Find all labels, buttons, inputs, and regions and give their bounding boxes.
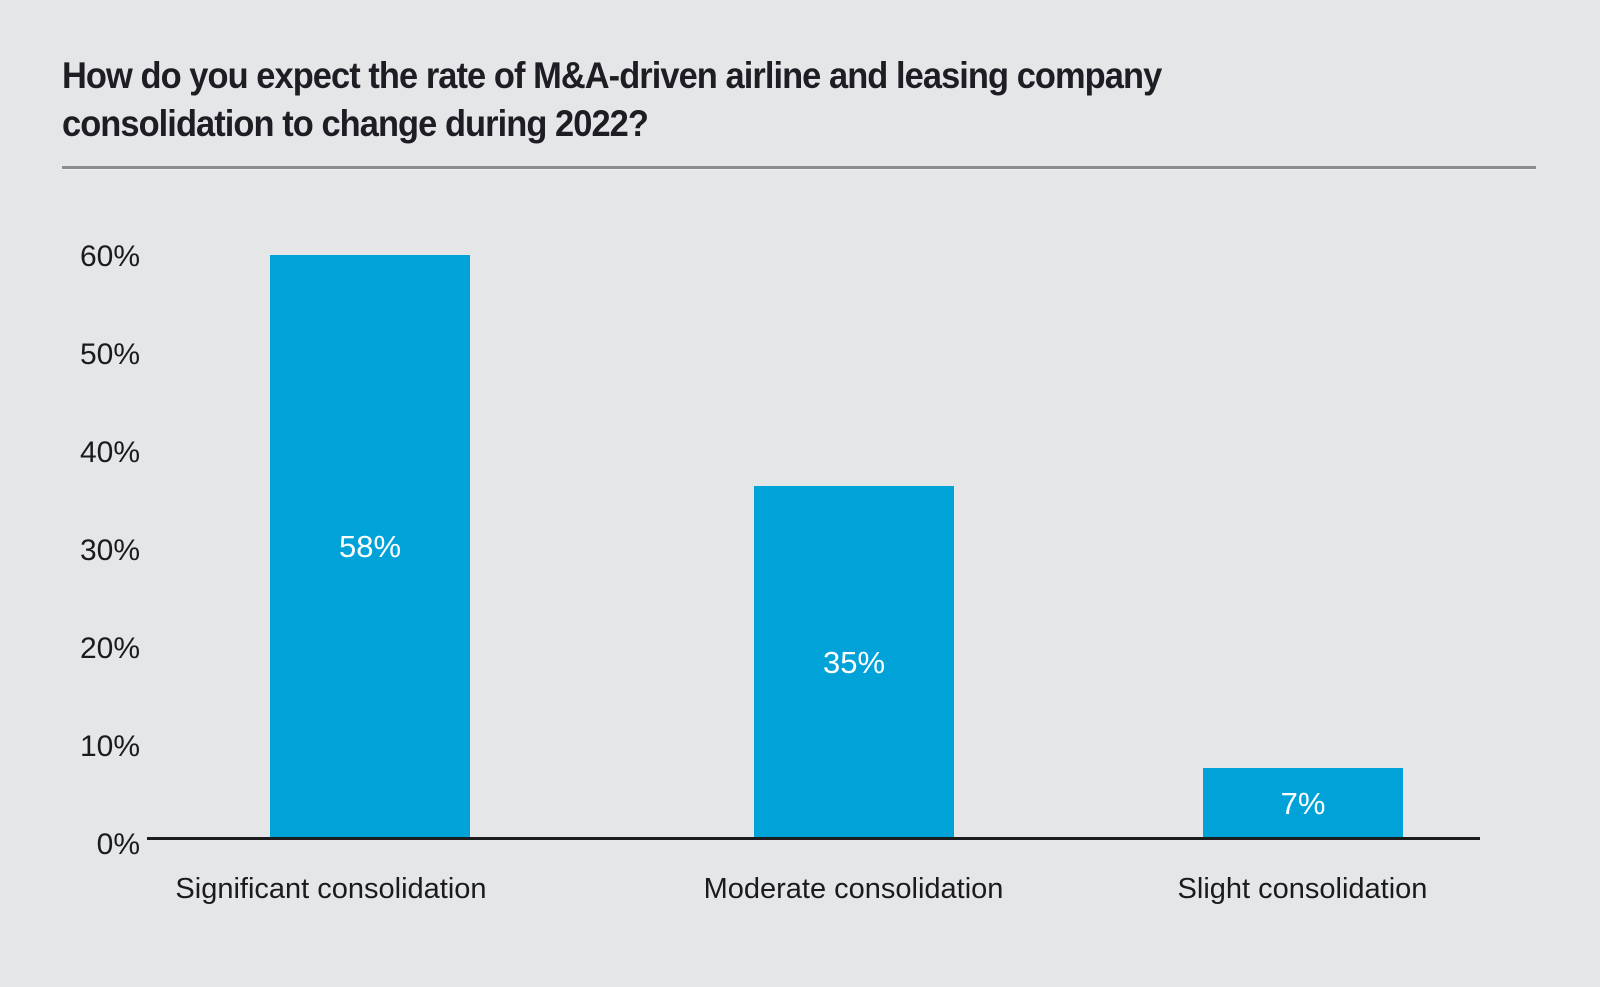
y-axis-tick-label-20: 20% [79, 632, 140, 665]
x-axis-category-label-significant-consolidation: Significant consolidation [175, 873, 487, 905]
y-axis-tick-label-50: 50% [79, 338, 140, 371]
bar-moderate-consolidation: 35% [754, 486, 954, 838]
bar-slight-consolidation: 7% [1203, 768, 1403, 838]
chart-title: How do you expect the rate of M&A-driven… [62, 55, 1162, 144]
y-axis-tick-label-30: 30% [79, 534, 140, 567]
x-axis-category-label-slight-consolidation: Slight consolidation [1177, 873, 1428, 905]
y-axis-tick-label-10: 10% [79, 730, 140, 763]
title-separator [62, 166, 1536, 170]
bar-significant-consolidation: 58% [270, 255, 470, 838]
y-axis-tick-label-0: 0% [96, 828, 140, 861]
bar-value-label: 7% [1280, 785, 1326, 821]
bar-value-label: 35% [822, 644, 886, 680]
bar-value-label: 58% [338, 529, 402, 564]
y-axis-tick-label-40: 40% [79, 436, 140, 469]
x-axis-line [147, 837, 1480, 840]
x-axis-category-label-moderate-consolidation: Moderate consolidation [703, 873, 1004, 905]
y-axis-tick-label-60: 60% [79, 240, 140, 273]
